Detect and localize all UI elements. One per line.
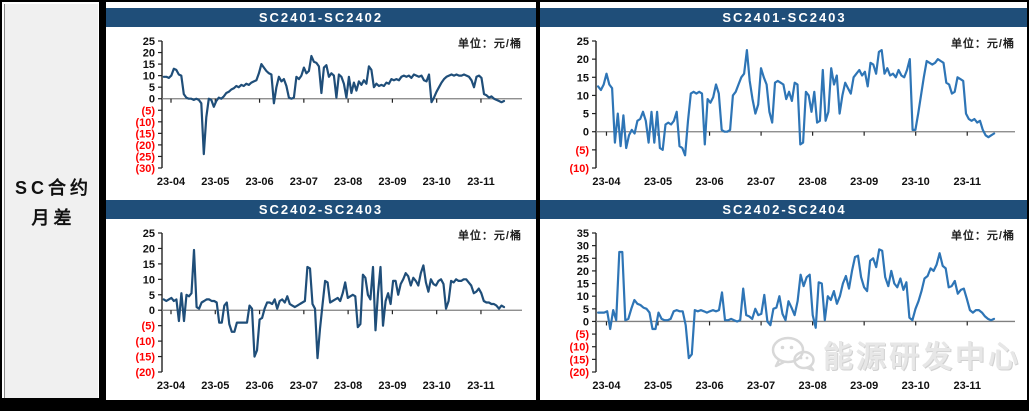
svg-text:0: 0 [149,94,155,106]
svg-text:单位：元/桶: 单位：元/桶 [458,36,522,50]
svg-text:0: 0 [583,127,589,139]
svg-text:23-07: 23-07 [290,380,318,392]
vertical-divider-center [536,2,540,400]
svg-text:23-06: 23-06 [695,176,723,188]
svg-text:23-07: 23-07 [747,176,775,188]
svg-text:单位：元/桶: 单位：元/桶 [951,36,1015,50]
svg-text:单位：元/桶: 单位：元/桶 [458,228,522,242]
svg-text:23-04: 23-04 [592,380,621,392]
svg-text:23-06: 23-06 [695,380,723,392]
svg-text:23-11: 23-11 [467,176,495,188]
svg-text:23-11: 23-11 [953,176,981,188]
svg-text:(30): (30) [135,163,155,175]
svg-text:23-05: 23-05 [644,176,672,188]
svg-text:(10): (10) [135,336,155,348]
svg-text:23-10: 23-10 [902,380,930,392]
chart-title: SC2401-SC2402 [106,8,536,27]
svg-text:20: 20 [577,54,589,66]
svg-text:23-09: 23-09 [378,176,406,188]
svg-text:(25): (25) [135,151,155,163]
svg-text:23-11: 23-11 [953,380,981,392]
svg-text:23-10: 23-10 [423,380,451,392]
svg-text:23-08: 23-08 [334,380,362,392]
svg-text:0: 0 [583,316,589,328]
svg-text:10: 10 [577,90,589,102]
svg-text:(5): (5) [142,321,156,333]
chart-cell-sc2401-sc2402: SC2401-SC2402 25 20 15 10 5 0 (5) (10) (15) (20)(… [106,4,536,196]
svg-text:(20): (20) [135,140,155,152]
svg-text:23-09: 23-09 [850,176,878,188]
svg-text:20: 20 [143,243,155,255]
chart-cell-sc2401-sc2403: SC2401-SC2403 25 20 15 10 5 0 (5) (10) 23-04 23-0… [540,4,1027,196]
svg-text:(15): (15) [135,352,155,364]
svg-text:10: 10 [143,71,155,83]
svg-text:23-11: 23-11 [467,380,495,392]
svg-text:(5): (5) [142,105,156,117]
svg-text:(5): (5) [576,145,590,157]
svg-text:15: 15 [577,72,589,84]
svg-text:23-08: 23-08 [799,176,827,188]
vertical-divider-left [99,2,106,409]
chart-title: SC2402-SC2404 [540,200,1027,219]
svg-text:23-04: 23-04 [592,176,621,188]
svg-text:(10): (10) [135,117,155,129]
sidebar: SC合约 月差 [4,4,98,399]
svg-text:15: 15 [143,259,155,271]
svg-text:(5): (5) [576,329,590,341]
chart-cell-sc2402-sc2403: SC2402-SC2403 25 20 15 10 5 0 (5) (10) (15) (20) 2… [106,196,536,400]
svg-text:23-06: 23-06 [245,380,273,392]
svg-text:20: 20 [577,266,589,278]
svg-text:(20): (20) [135,367,155,379]
svg-text:0: 0 [149,305,155,317]
svg-text:23-10: 23-10 [423,176,451,188]
svg-text:23-08: 23-08 [799,380,827,392]
svg-text:23-05: 23-05 [644,380,672,392]
svg-text:23-09: 23-09 [378,380,406,392]
svg-text:5: 5 [583,109,589,121]
svg-text:10: 10 [577,291,589,303]
chart-title: SC2401-SC2403 [540,8,1027,27]
svg-text:25: 25 [143,228,155,240]
sidebar-title-line2: 月差 [31,207,76,228]
chart-canvas: 25 20 15 10 5 0 (5) (10) (15) (20)23-04 23-05 23-06… [135,228,522,392]
svg-text:23-09: 23-09 [850,380,878,392]
svg-text:5: 5 [149,290,155,302]
svg-text:15: 15 [577,279,589,291]
svg-text:23-05: 23-05 [201,176,229,188]
svg-text:25: 25 [577,36,589,48]
svg-text:23-04: 23-04 [157,380,186,392]
chart-cell-sc2402-sc2404: SC2402-SC2404 35 30 25 20 15 10 5 0 (5) (10) (15)(… [540,196,1027,400]
svg-text:15: 15 [143,59,155,71]
svg-text:10: 10 [143,274,155,286]
svg-text:23-07: 23-07 [290,176,318,188]
svg-text:23-06: 23-06 [245,176,273,188]
svg-text:23-10: 23-10 [902,176,930,188]
svg-text:单位：元/桶: 单位：元/桶 [951,228,1015,242]
svg-text:25: 25 [143,36,155,48]
svg-text:(15): (15) [135,128,155,140]
chart-title: SC2402-SC2403 [106,200,536,219]
svg-text:(15): (15) [569,354,589,366]
svg-text:5: 5 [149,82,155,94]
svg-text:(10): (10) [569,342,589,354]
svg-text:23-04: 23-04 [157,176,186,188]
svg-text:35: 35 [577,228,589,240]
svg-text:23-07: 23-07 [747,380,775,392]
svg-text:30: 30 [577,241,589,253]
svg-text:23-05: 23-05 [201,380,229,392]
svg-text:23-08: 23-08 [334,176,362,188]
svg-text:5: 5 [583,304,589,316]
svg-text:20: 20 [143,48,155,60]
chart-canvas: 25 20 15 10 5 0 (5) (10)23-04 23-05 23-06 23-07 23-… [569,36,1015,188]
sidebar-title-line1: SC合约 [14,177,92,198]
svg-text:(20): (20) [569,367,589,379]
svg-text:(10): (10) [569,163,589,175]
svg-text:25: 25 [577,253,589,265]
bottom-bar [2,398,1027,409]
